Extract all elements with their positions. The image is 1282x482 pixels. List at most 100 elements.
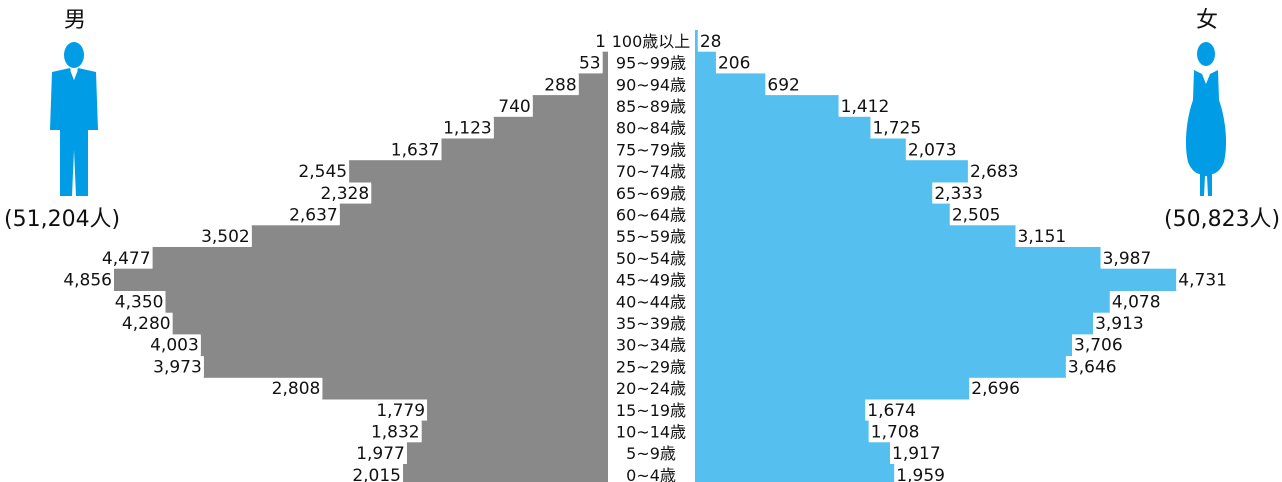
male-value-label: 4,280 [122, 314, 171, 334]
female-value-label-bg [838, 96, 890, 116]
female-bar [695, 30, 698, 53]
male-value-label: 288 [544, 75, 576, 95]
male-bar [172, 312, 608, 335]
male-value-label-bg [152, 357, 204, 377]
female-bar [695, 51, 716, 74]
male-value-label: 4,003 [150, 336, 199, 356]
male-value-label-bg [320, 183, 372, 203]
male-value-label: 4,856 [63, 271, 112, 291]
age-group-label: 100歳以上 [612, 32, 691, 51]
female-value-label: 1,917 [892, 444, 941, 464]
female-value-label: 206 [718, 54, 750, 74]
male-value-label: 1,832 [371, 422, 420, 442]
female-value-label-bg [1072, 335, 1124, 355]
female-bar [695, 464, 895, 482]
male-value-label: 4,350 [115, 292, 164, 312]
male-value-label: 3,973 [153, 357, 202, 377]
male-value-label-bg [376, 400, 428, 420]
age-group-label: 40~44歳 [616, 292, 686, 311]
female-bar [695, 355, 1066, 378]
male-value-label-bg [355, 444, 407, 464]
male-value-label: 1,123 [443, 119, 492, 139]
female-bar [695, 442, 891, 465]
male-bar [322, 377, 608, 400]
female-bar [695, 333, 1073, 357]
age-group-label: 85~89歳 [616, 97, 686, 116]
male-value-label: 4,477 [102, 249, 151, 269]
male-bar [203, 355, 608, 378]
female-value-label-bg [967, 162, 1019, 182]
age-group-label: 15~19歳 [616, 401, 686, 420]
female-value-label-bg [697, 31, 721, 51]
female-value-label-bg [765, 75, 798, 95]
female-value-label-bg [1176, 270, 1228, 290]
female-bar [695, 268, 1177, 291]
female-value-label: 2,696 [971, 379, 1020, 399]
female-value-label: 3,987 [1103, 249, 1152, 269]
man-figure-icon [50, 42, 98, 196]
female-value-label-bg [932, 183, 984, 203]
male-value-label-bg [500, 96, 533, 116]
female-bar [695, 420, 869, 443]
male-bar [200, 333, 609, 357]
age-group-label: 5~9歳 [626, 444, 676, 463]
female-value-label: 3,646 [1068, 357, 1117, 377]
male-value-label: 1 [595, 32, 606, 52]
female-value-label: 4,731 [1178, 271, 1227, 291]
male-value-label-bg [200, 227, 252, 247]
female-value-label-bg [890, 444, 942, 464]
female-bar [695, 181, 933, 205]
age-group-label: 70~74歳 [616, 162, 686, 181]
female-bar [695, 73, 766, 96]
male-value-label-bg [390, 140, 442, 160]
female-value-label: 3,913 [1095, 314, 1144, 334]
male-bar [371, 181, 608, 205]
female-bar [695, 290, 1110, 313]
age-group-label: 30~34歳 [616, 336, 686, 355]
male-value-label-bg [271, 379, 323, 399]
male-value-label-bg [101, 248, 153, 268]
female-value-label: 4,078 [1112, 292, 1161, 312]
male-bar [421, 420, 608, 443]
female-value-label: 2,683 [970, 162, 1019, 182]
age-group-label: 65~69歳 [616, 184, 686, 203]
male-value-label-bg [298, 162, 350, 182]
male-bar [339, 203, 608, 226]
male-value-label: 2,808 [272, 379, 321, 399]
male-value-label: 2,015 [352, 466, 401, 482]
age-group-label: 95~99歳 [616, 54, 686, 73]
female-value-label: 1,725 [872, 119, 921, 139]
male-value-label: 1,779 [376, 401, 425, 421]
female-bar [695, 160, 968, 183]
age-group-label: 20~24歳 [616, 379, 686, 398]
age-group-label: 60~64歳 [616, 205, 686, 224]
female-value-label: 1,959 [896, 466, 945, 482]
male-value-label-bg [442, 118, 494, 138]
age-group-label: 55~59歳 [616, 227, 686, 246]
female-value-label-bg [969, 379, 1021, 399]
age-group-label: 0~4歳 [626, 466, 676, 482]
female-value-label: 1,412 [841, 97, 890, 117]
age-group-label: 50~54歳 [616, 249, 686, 268]
male-value-label-bg [63, 270, 114, 290]
female-value-label-bg [870, 118, 922, 138]
male-bar [578, 73, 608, 96]
male-value-label: 2,545 [298, 162, 347, 182]
female-title: 女 [1196, 8, 1219, 33]
female-value-label-bg [1093, 313, 1145, 333]
age-group-label: 45~49歳 [616, 271, 686, 290]
male-bar [251, 225, 608, 248]
female-bar [695, 312, 1094, 335]
male-bar [165, 290, 608, 313]
female-value-label-bg [894, 465, 946, 482]
female-value-label-bg [868, 422, 920, 442]
female-value-label-bg [949, 205, 1001, 225]
male-value-label-bg [594, 31, 608, 51]
male-value-label-bg [121, 313, 173, 333]
female-bar [695, 138, 906, 161]
male-bar [406, 442, 608, 465]
male-value-label: 2,637 [289, 205, 338, 225]
female-value-label: 1,674 [867, 401, 916, 421]
female-value-label-bg [1065, 357, 1117, 377]
